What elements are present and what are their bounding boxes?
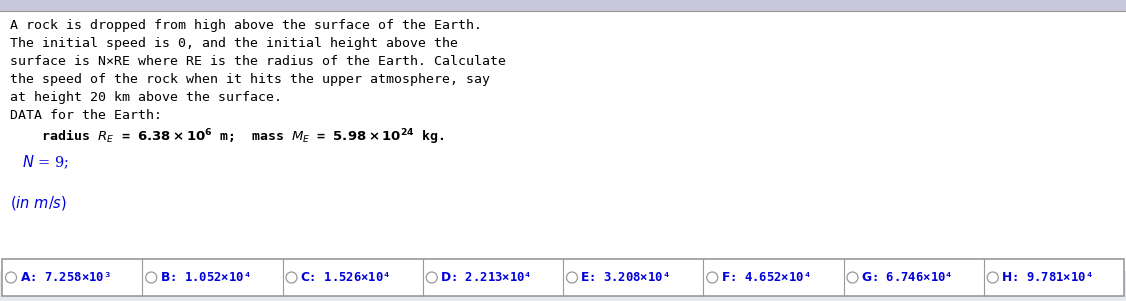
Text: $\mathbf{H}$: 9.781×10⁴: $\mathbf{H}$: 9.781×10⁴: [1001, 271, 1093, 284]
Bar: [0, 0, 1126, 11]
Text: $\mathbf{G}$: 6.746×10⁴: $\mathbf{G}$: 6.746×10⁴: [861, 271, 953, 284]
Text: DATA for the Earth:: DATA for the Earth:: [10, 109, 162, 122]
Text: The initial speed is 0, and the initial height above the: The initial speed is 0, and the initial …: [10, 37, 458, 50]
Text: at height 20 km above the surface.: at height 20 km above the surface.: [10, 91, 282, 104]
Text: $\mathbf{C}$: 1.526×10⁴: $\mathbf{C}$: 1.526×10⁴: [300, 271, 391, 284]
Bar: [2, 259, 1124, 296]
Text: $\mathbf{E}$: 3.208×10⁴: $\mathbf{E}$: 3.208×10⁴: [581, 271, 670, 284]
Text: $\it{(in\ m/s)}$: $\it{(in\ m/s)}$: [10, 194, 66, 212]
Text: A rock is dropped from high above the surface of the Earth.: A rock is dropped from high above the su…: [10, 19, 482, 32]
Text: the speed of the rock when it hits the upper atmosphere, say: the speed of the rock when it hits the u…: [10, 73, 490, 86]
Text: $\mathbf{D}$: 2.213×10⁴: $\mathbf{D}$: 2.213×10⁴: [440, 271, 531, 284]
Text: $\mathbf{F}$: 4.652×10⁴: $\mathbf{F}$: 4.652×10⁴: [721, 271, 811, 284]
Text: $\it{N}$ = 9;: $\it{N}$ = 9;: [23, 154, 69, 171]
Text: $\mathbf{B}$: 1.052×10⁴: $\mathbf{B}$: 1.052×10⁴: [160, 271, 250, 284]
Text: surface is N×RE where RE is the radius of the Earth. Calculate: surface is N×RE where RE is the radius o…: [10, 55, 506, 68]
Text: $\mathbf{A}$: 7.258×10³: $\mathbf{A}$: 7.258×10³: [19, 271, 110, 284]
Text: radius $R_E$ = $\mathbf{6.38\times10^6}$ m;  mass $M_E$ = $\mathbf{5.98\times10^: radius $R_E$ = $\mathbf{6.38\times10^6}$…: [10, 127, 445, 147]
